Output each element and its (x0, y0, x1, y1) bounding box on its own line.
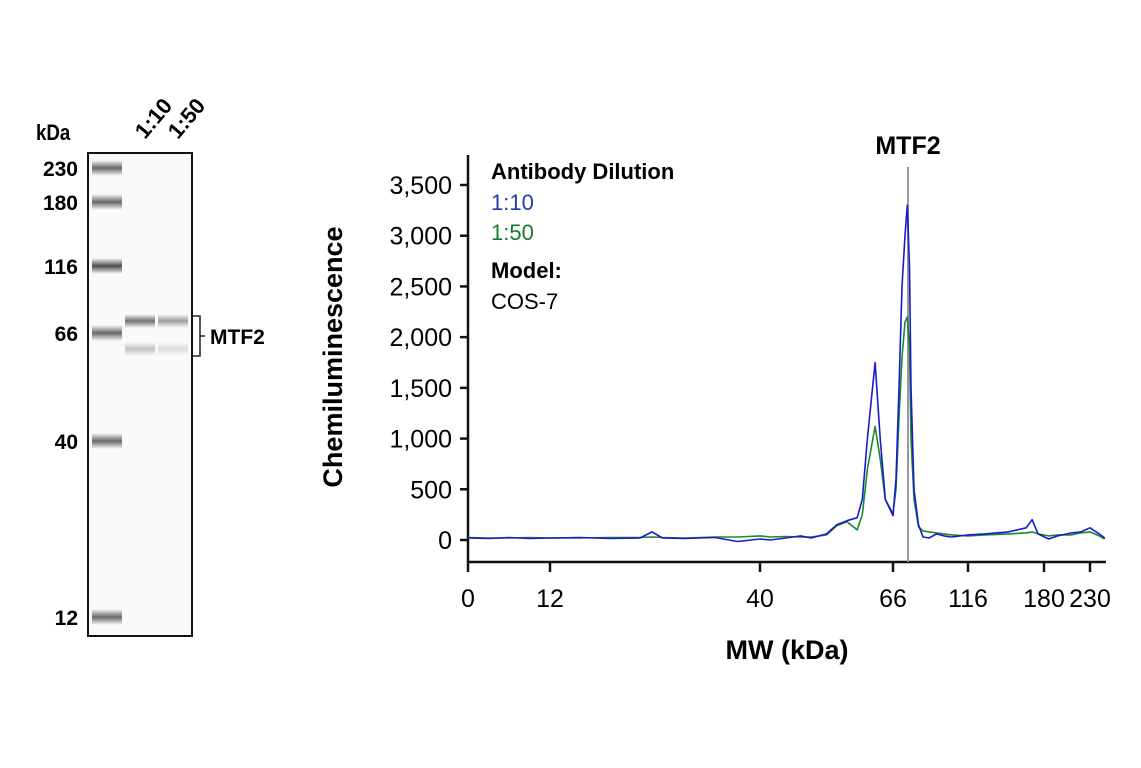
ladder-band (92, 194, 122, 210)
x-tick-label: 0 (461, 585, 475, 613)
x-tick-label: 116 (948, 585, 988, 613)
series-line-1-10 (467, 204, 1106, 543)
mtf2-annotation: MTF2 (875, 132, 940, 160)
ladder-label: 40 (55, 431, 78, 454)
x-axis-label: MW (kDa) (726, 635, 849, 665)
sample-band (125, 342, 155, 356)
legend-title: Antibody Dilution (491, 159, 674, 184)
y-tick-label: 1,500 (389, 375, 452, 403)
legend-entry-1-50: 1:50 (491, 220, 534, 245)
model-value: COS-7 (491, 289, 558, 314)
sample-band (158, 314, 188, 328)
gel-box (87, 152, 193, 637)
legend-entry-1-10: 1:10 (491, 190, 534, 215)
series-line-1-50 (467, 316, 1106, 540)
y-tick-label: 2,000 (389, 324, 452, 352)
ladder-band (92, 609, 122, 625)
y-axis-label: Chemiluminescence (318, 226, 348, 487)
sample-band (158, 342, 188, 356)
ladder-label: 230 (43, 158, 78, 181)
y-tick-label: 1,000 (389, 426, 452, 454)
y-tick-label: 3,500 (389, 172, 452, 200)
ladder-band (92, 258, 122, 274)
ladder-band (92, 325, 122, 341)
ladder-label: 180 (43, 192, 78, 215)
x-tick-label: 40 (746, 585, 774, 613)
gel-target-label: MTF2 (210, 326, 265, 349)
ladder-band (92, 433, 122, 449)
y-tick-label: 0 (438, 527, 452, 555)
model-title: Model: (491, 258, 562, 283)
sample-band (125, 314, 155, 328)
y-tick-label: 500 (410, 476, 452, 504)
ladder-label: 116 (44, 256, 78, 279)
ladder-label: 12 (55, 607, 78, 630)
x-tick-label: 230 (1069, 585, 1111, 613)
electropherogram-chart: 0 500 1,000 1,500 2,000 2,500 3,000 3,500 0 12 40… (318, 132, 1111, 665)
lane-label-1-50: 1:50 (163, 93, 210, 143)
kda-label: kDa (36, 122, 71, 146)
ladder-band (92, 160, 122, 176)
y-tick-label: 2,500 (389, 273, 452, 301)
ladder-label: 66 (55, 323, 78, 346)
x-tick-label: 180 (1023, 585, 1065, 613)
y-tick-label: 3,000 (389, 223, 452, 251)
x-tick-label: 12 (536, 585, 564, 613)
x-tick-label: 66 (879, 585, 907, 613)
mtf2-bracket (193, 315, 205, 357)
